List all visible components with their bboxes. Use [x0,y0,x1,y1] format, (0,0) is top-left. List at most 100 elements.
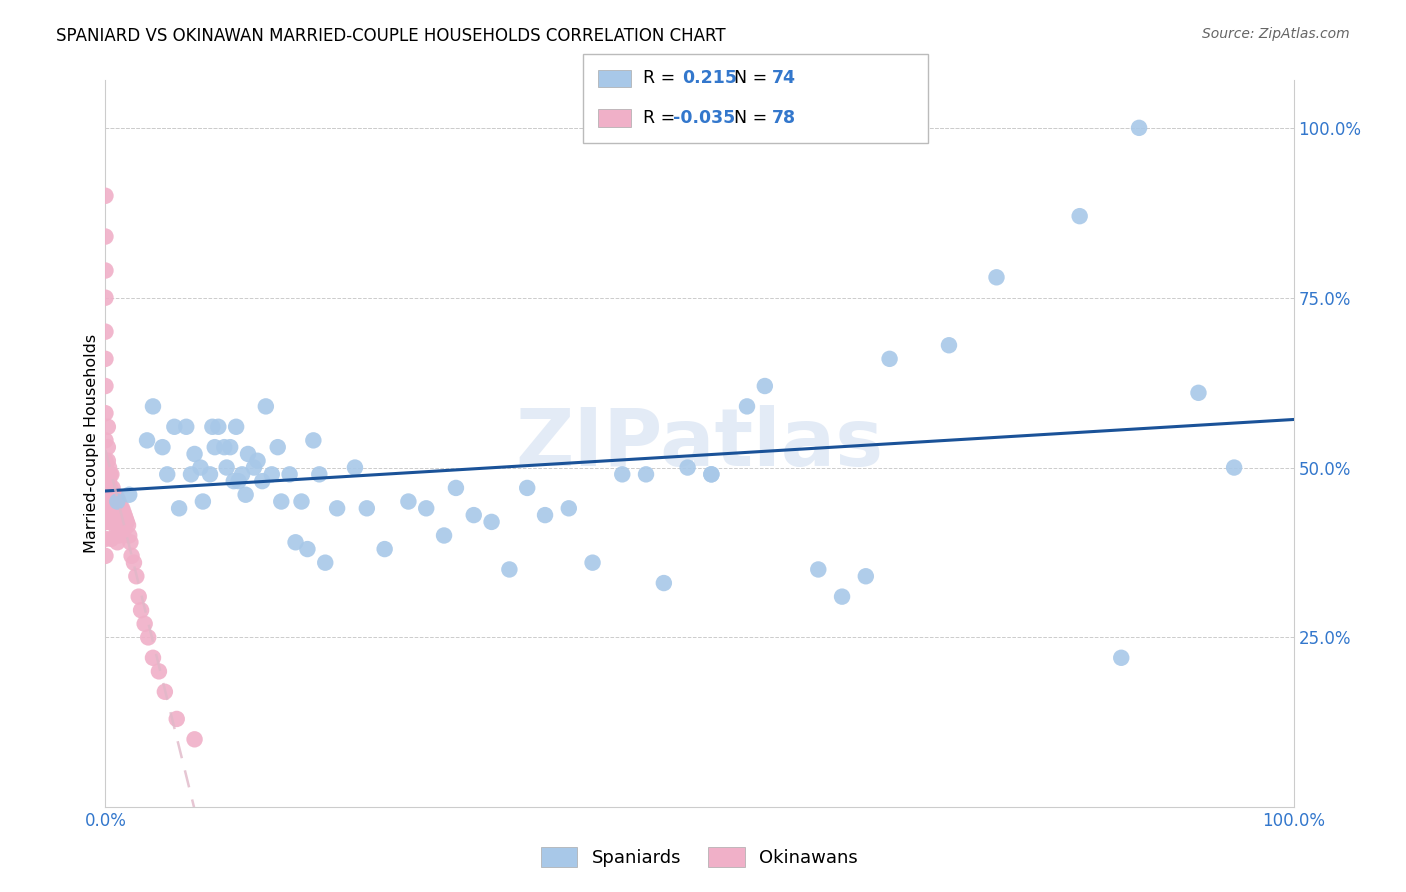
Text: N =: N = [734,109,768,127]
Text: 78: 78 [772,109,796,127]
Point [1223,460,1246,475]
Point [652,576,675,591]
Point [94,263,117,277]
Point [103,501,125,516]
Text: N =: N = [734,70,768,87]
Point [118,528,141,542]
Point [98,460,121,475]
Legend: Spaniards, Okinawans: Spaniards, Okinawans [541,847,858,867]
Text: -0.035: -0.035 [673,109,735,127]
Point [97,501,120,516]
Point [125,569,148,583]
Point [94,291,117,305]
Point [396,494,419,508]
Point [108,515,131,529]
Point [201,419,224,434]
Point [128,590,150,604]
Point [108,498,131,512]
Point [415,501,437,516]
Point [105,494,128,508]
Text: SPANIARD VS OKINAWAN MARRIED-COUPLE HOUSEHOLDS CORRELATION CHART: SPANIARD VS OKINAWAN MARRIED-COUPLE HOUS… [56,27,725,45]
Point [101,494,124,508]
Point [94,379,117,393]
Point [278,467,301,482]
Point [191,494,214,508]
Point [284,535,307,549]
Point [219,440,242,454]
Point [260,467,283,482]
Point [94,434,117,448]
Point [534,508,557,522]
Point [105,501,128,516]
Point [308,467,330,482]
Point [326,501,349,516]
Point [270,494,292,508]
Point [94,229,117,244]
Point [100,484,122,499]
Point [166,712,188,726]
Point [107,494,129,508]
Point [463,508,485,522]
Point [228,474,250,488]
Text: ZIPatlas: ZIPatlas [516,405,883,483]
Point [246,454,269,468]
Point [94,532,117,546]
Point [156,467,179,482]
Point [236,447,259,461]
Point [117,518,139,533]
Point [107,528,129,542]
Point [225,419,247,434]
Point [100,498,122,512]
Point [1187,385,1209,400]
Point [444,481,467,495]
Text: 74: 74 [772,70,796,87]
Point [97,467,120,482]
Point [98,515,121,529]
Point [100,467,122,482]
Point [174,419,197,434]
Point [634,467,657,482]
Point [104,518,127,533]
Point [94,351,117,366]
Point [136,434,159,448]
Point [148,665,170,679]
Point [142,400,165,414]
Point [252,474,274,488]
Point [612,467,634,482]
Point [297,542,319,557]
Point [100,532,122,546]
Point [111,522,134,536]
Point [204,440,226,454]
Point [700,467,723,482]
Point [676,460,699,475]
Point [112,525,135,540]
Point [235,488,257,502]
Text: Source: ZipAtlas.com: Source: ZipAtlas.com [1202,27,1350,41]
Point [98,481,121,495]
Point [94,325,117,339]
Point [183,732,205,747]
Point [183,447,205,461]
Point [152,440,174,454]
Y-axis label: Married-couple Households: Married-couple Households [84,334,98,553]
Point [100,515,122,529]
Point [498,562,520,576]
Point [142,650,165,665]
Point [190,460,212,475]
Point [101,481,124,495]
Point [98,467,121,482]
Point [97,419,120,434]
Point [1069,209,1091,223]
Point [118,488,141,502]
Point [938,338,960,352]
Point [94,515,117,529]
Point [986,270,1008,285]
Point [101,515,124,529]
Point [107,508,129,522]
Point [105,491,128,505]
Point [105,518,128,533]
Point [104,501,127,516]
Point [231,467,253,482]
Point [254,400,277,414]
Point [94,406,117,420]
